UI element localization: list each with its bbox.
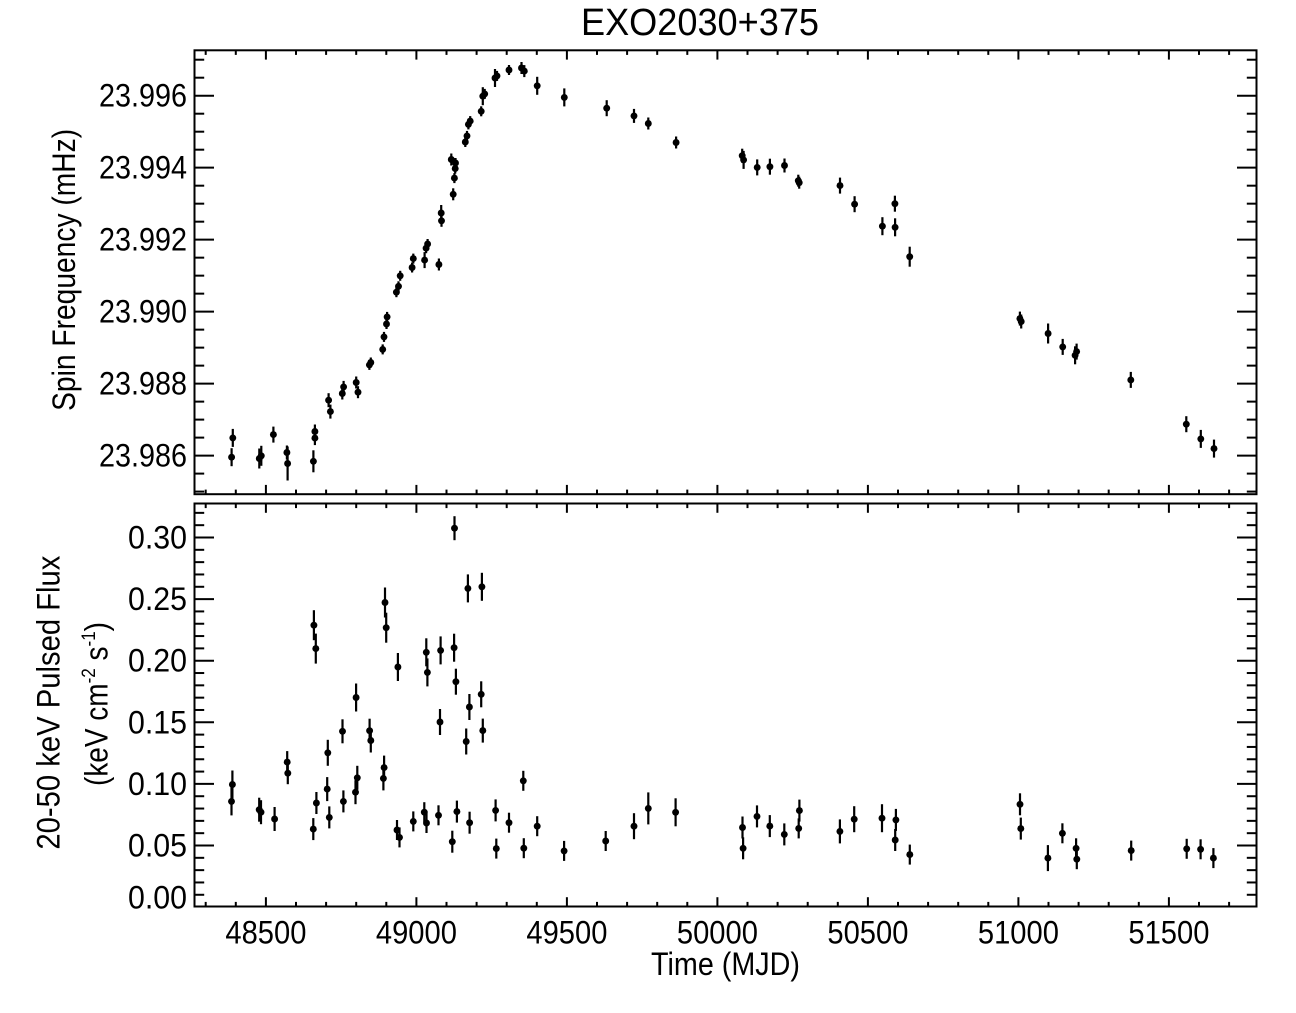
- svg-text:23.992: 23.992: [99, 222, 187, 258]
- svg-text:51000: 51000: [978, 915, 1059, 951]
- svg-text:0.05: 0.05: [128, 828, 187, 864]
- svg-text:20-50 keV Pulsed Flux: 20-50 keV Pulsed Flux: [31, 556, 67, 850]
- svg-text:23.996: 23.996: [99, 78, 187, 114]
- svg-text:50500: 50500: [827, 915, 908, 951]
- svg-text:49000: 49000: [376, 915, 457, 951]
- svg-text:23.988: 23.988: [99, 366, 187, 402]
- svg-text:0.25: 0.25: [128, 581, 187, 617]
- svg-text:0.30: 0.30: [128, 520, 187, 556]
- svg-text:49500: 49500: [526, 915, 607, 951]
- svg-text:(keV cm-2 s-1): (keV cm-2 s-1): [78, 622, 114, 786]
- svg-text:23.990: 23.990: [99, 294, 187, 330]
- svg-text:0.00: 0.00: [128, 879, 187, 915]
- svg-text:0.20: 0.20: [128, 643, 187, 679]
- svg-text:EXO2030+375: EXO2030+375: [581, 2, 819, 44]
- svg-text:Spin Frequency (mHz): Spin Frequency (mHz): [46, 129, 82, 411]
- svg-text:48500: 48500: [225, 915, 306, 951]
- svg-text:0.10: 0.10: [128, 766, 187, 802]
- svg-text:Time (MJD): Time (MJD): [651, 946, 800, 982]
- svg-text:51500: 51500: [1128, 915, 1209, 951]
- svg-text:50000: 50000: [677, 915, 758, 951]
- svg-text:0.15: 0.15: [128, 704, 187, 740]
- svg-text:23.986: 23.986: [99, 438, 187, 474]
- svg-text:23.994: 23.994: [99, 150, 187, 186]
